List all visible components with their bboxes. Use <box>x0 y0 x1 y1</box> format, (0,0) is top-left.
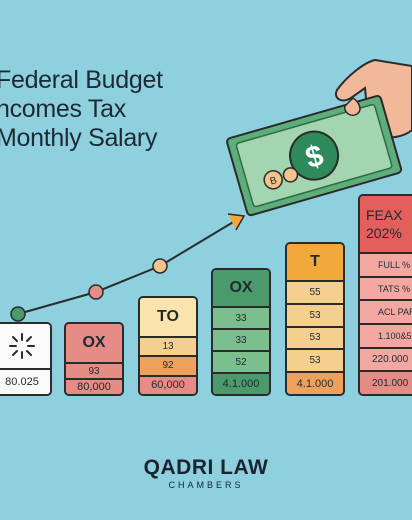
bar-1: 80.025 <box>0 322 52 396</box>
sunburst-icon <box>9 333 35 359</box>
headline: Federal Budget ncomes Tax Monthly Salary <box>0 66 236 153</box>
bar-6-head: FEAX 202% <box>360 196 412 254</box>
bar-5-row: 53 <box>287 327 343 351</box>
bar-5: T 55 53 53 53 4.1.000 <box>285 242 345 396</box>
headline-line-1: Federal Budget <box>0 66 163 94</box>
bar-4-value: 4.1.000 <box>213 374 269 394</box>
bar-5-row: 53 <box>287 304 343 328</box>
bar-2-value: 80,000 <box>66 380 122 394</box>
bar-3-value: 60,000 <box>140 376 196 394</box>
bar-3-head: TO <box>140 298 196 338</box>
trend-dot <box>10 306 26 322</box>
bar-6: FEAX 202% FULL % TATS % ACL PAR 1.100&5 … <box>358 194 412 396</box>
bar-2-row: 93 <box>66 364 122 380</box>
bar-6-row: FULL % <box>360 254 412 278</box>
banknote-icon: $ B <box>226 95 403 217</box>
bar-4-row: 33 <box>213 330 269 352</box>
trend-dot <box>88 284 104 300</box>
trend-dot <box>152 258 168 274</box>
firm-name: QADRI LAW <box>143 456 269 479</box>
bar-2: OX 93 80,000 <box>64 322 124 396</box>
bar-6-row: ACL PAR <box>360 301 412 326</box>
bar-5-value: 4.1.000 <box>287 373 343 394</box>
bar-6-row: TATS % <box>360 277 412 302</box>
bar-6-row: 220.000 <box>360 348 412 373</box>
arrowhead-icon <box>227 213 246 231</box>
firm-subtitle: CHAMBERS <box>168 480 244 490</box>
bar-4-head: OX <box>213 270 269 308</box>
bar-3-row: 13 <box>140 338 196 358</box>
bar-5-row: 55 <box>287 282 343 305</box>
headline-line-3: Monthly Salary <box>0 124 158 152</box>
growth-trend-line <box>10 213 246 322</box>
bar-2-head: OX <box>66 324 122 364</box>
bar-4-row: 33 <box>213 308 269 330</box>
bar-4: OX 33 33 52 4.1.000 <box>211 268 271 396</box>
bar-4-row: 52 <box>213 352 269 374</box>
bar-1-head <box>0 324 50 368</box>
bar-1-value: 80.025 <box>0 368 50 394</box>
bar-3-row: 92 <box>140 357 196 377</box>
bar-6-value: 201.000 <box>360 372 412 394</box>
hand-with-banknote-illustration: $ B <box>226 58 412 217</box>
bar-5-row: 53 <box>287 350 343 374</box>
bar-5-head: T <box>287 244 343 282</box>
coin-letter: B <box>269 175 279 188</box>
headline-line-2: ncomes Tax <box>0 95 126 123</box>
bar-3: TO 13 92 60,000 <box>138 296 198 396</box>
bar-6-row: 1.100&5 <box>360 325 412 349</box>
